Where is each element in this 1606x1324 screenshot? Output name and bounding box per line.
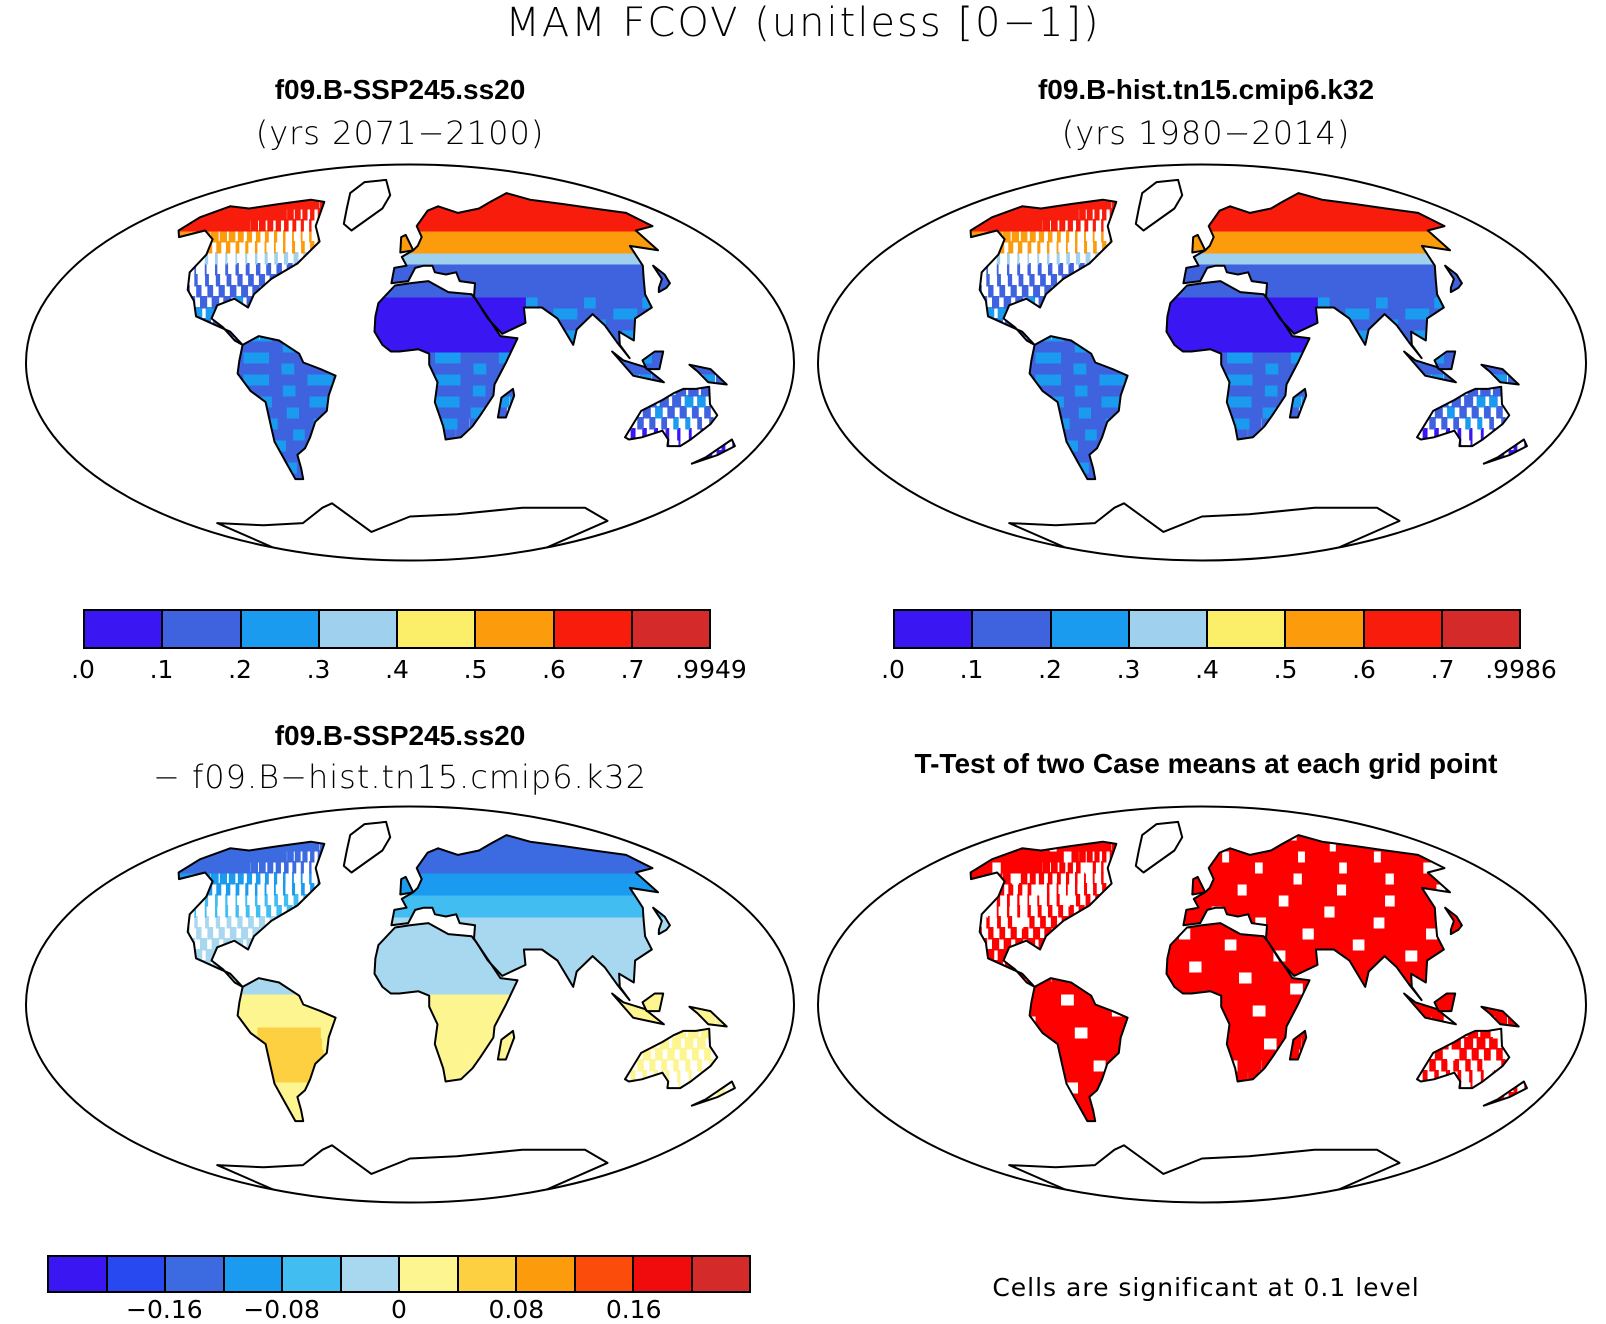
colorbar-tick-label: −0.16 [126,1295,203,1324]
colorbar-tick-label: .4 [1195,655,1219,684]
map-top-right [812,160,1592,565]
coastline-greenland [1136,180,1182,231]
colorbar-tick-label: .0 [71,655,95,684]
colorbar-swatch-3 [1130,611,1208,647]
colorbar-swatch-7 [459,1257,518,1291]
colorbar-swatch-4 [398,611,476,647]
colorbar-swatch-2 [1052,611,1130,647]
map-border [26,807,794,1203]
colorbar-swatch-4 [1208,611,1286,647]
colorbar-swatch-7 [1443,611,1519,647]
map-border [818,165,1586,561]
colorbar-tick-label: .9949 [675,655,747,684]
colorbar-tick-label: .5 [1274,655,1298,684]
colorbar-tick-label: .1 [960,655,984,684]
colorbar-swatch-6 [400,1257,459,1291]
colorbar-tick-label: .0 [881,655,905,684]
colorbar-bottom-left [47,1255,751,1293]
colorbar-swatch-1 [108,1257,167,1291]
panel-subtitle-top-left: (yrs 2071−2100) [20,114,780,152]
colorbar-swatch-2 [166,1257,225,1291]
colorbar-swatch-5 [342,1257,401,1291]
map-bottom-left [20,802,800,1207]
panel-title-bottom-left: f09.B-SSP245.ss20 [20,720,780,752]
colorbar-swatch-1 [973,611,1051,647]
coastline-greenland [1136,822,1182,873]
panel-title-top-right: f09.B-hist.tn15.cmip6.k32 [826,74,1586,106]
colorbar-tick-label: .7 [621,655,645,684]
colorbar-tick-label: .2 [1038,655,1062,684]
colorbar-swatch-7 [633,611,709,647]
colorbar-swatch-8 [517,1257,576,1291]
colorbar-swatch-10 [634,1257,693,1291]
colorbar-swatch-5 [1286,611,1364,647]
colorbar-tick-label: .6 [1352,655,1376,684]
field-layer [26,175,796,496]
colorbar-swatch-11 [693,1257,750,1291]
map-bottom-right [812,802,1592,1207]
panel-title-top-left: f09.B-SSP245.ss20 [20,74,780,106]
colorbar-swatch-9 [576,1257,635,1291]
coastline-antarctica [217,503,607,560]
colorbar-tick-label: .4 [385,655,409,684]
map-top-left [20,160,800,565]
colorbar-swatch-6 [1365,611,1443,647]
colorbar-tick-label: .3 [1117,655,1141,684]
colorbar-swatch-4 [283,1257,342,1291]
colorbar-top-left [83,609,711,649]
colorbar-tick-label: 0.16 [606,1295,662,1324]
colorbar-swatch-3 [225,1257,284,1291]
colorbar-tick-label: 0.08 [488,1295,544,1324]
coastline-antarctica [1009,503,1399,560]
colorbar-tick-label: .1 [150,655,174,684]
colorbar-swatch-1 [163,611,241,647]
colorbar-tick-label: .9986 [1485,655,1557,684]
colorbar-tick-label: .3 [307,655,331,684]
coastline-newzealand [692,1082,735,1106]
colorbar-ticks-top-right: .0.1.2.3.4.5.6.7.9986 [893,655,1521,685]
map-border [26,165,794,561]
colorbar-swatch-6 [555,611,633,647]
field-layer [26,817,796,1138]
panel-subtitle-top-right: (yrs 1980−2014) [826,114,1586,152]
colorbar-tick-label: 0 [391,1295,407,1324]
figure-title: MAM FCOV (unitless [0−1]) [0,0,1606,50]
coastline-greenland [344,822,390,873]
coastline-antarctica [1009,1145,1399,1202]
colorbar-tick-label: .6 [542,655,566,684]
colorbar-tick-label: −0.08 [243,1295,320,1324]
colorbar-swatch-5 [476,611,554,647]
colorbar-swatch-0 [49,1257,108,1291]
field-layer [818,817,1588,1138]
colorbar-swatch-2 [242,611,320,647]
coastline-newzealand [1484,1082,1527,1106]
coastline-greenland [344,180,390,231]
colorbar-tick-label: .2 [228,655,252,684]
panel-subtitle-bottom-left: − f09.B−hist.tn15.cmip6.k32 [20,758,780,796]
coastline-antarctica [217,1145,607,1202]
significance-note: Cells are significant at 0.1 level [826,1273,1586,1302]
colorbar-tick-label: .7 [1431,655,1455,684]
panel-title-bottom-right: T-Test of two Case means at each grid po… [826,748,1586,780]
colorbar-swatch-0 [895,611,973,647]
field-layer [818,175,1588,496]
colorbar-tick-label: .5 [464,655,488,684]
colorbar-top-right [893,609,1521,649]
map-border [818,807,1586,1203]
colorbar-ticks-bottom-left: −0.16 −0.08 0 0.08 0.16 [47,1295,751,1323]
coastline-newzealand [692,440,735,464]
coastline-newzealand [1484,440,1527,464]
colorbar-swatch-3 [320,611,398,647]
colorbar-swatch-0 [85,611,163,647]
colorbar-ticks-top-left: .0.1.2.3.4.5.6.7.9949 [83,655,711,685]
